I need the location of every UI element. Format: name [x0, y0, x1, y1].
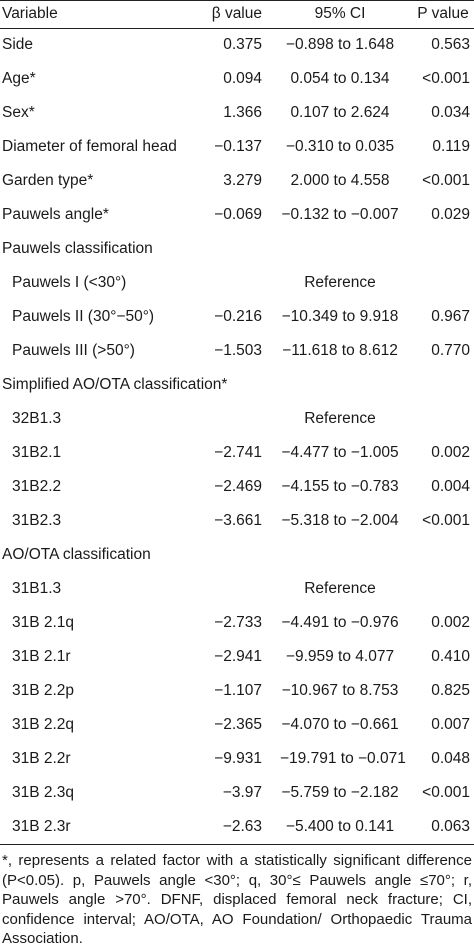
- reference-cell: Reference: [304, 580, 376, 597]
- row-label: 31B 2.1r: [12, 648, 71, 665]
- value-cell: 0.770: [431, 342, 470, 359]
- row-label: 31B2.1: [12, 444, 62, 461]
- section-heading: Pauwels classification: [2, 240, 153, 257]
- value-cell: <0.001: [422, 512, 470, 529]
- value-cell: 0.063: [431, 818, 470, 835]
- value-cell: −5.318 to −2.004: [281, 512, 399, 529]
- value-cell: 0.004: [431, 478, 470, 495]
- value-cell: 0.002: [431, 614, 470, 631]
- value-cell: −4.070 to −0.661: [281, 716, 399, 733]
- row-label: 31B 2.3q: [12, 784, 75, 801]
- value-cell: −4.491 to −0.976: [281, 614, 399, 631]
- value-cell: −2.741: [214, 444, 262, 461]
- value-cell: −0.132 to −0.007: [281, 206, 399, 223]
- footnote: *, represents a related factor with a st…: [2, 852, 472, 947]
- value-cell: −2.469: [214, 478, 262, 495]
- row-label: 31B 2.3r: [12, 818, 71, 835]
- value-cell: −9.931: [214, 750, 262, 767]
- value-cell: −5.400 to 0.141: [285, 818, 395, 835]
- value-cell: 0.375: [223, 36, 262, 53]
- reference-cell: Reference: [304, 410, 376, 427]
- row-label: 31B2.3: [12, 512, 62, 529]
- row-label: Sex*: [2, 104, 35, 121]
- section-heading: AO/OTA classification: [2, 546, 151, 563]
- row-label: 31B1.3: [12, 580, 62, 597]
- row-label: 32B1.3: [12, 410, 62, 427]
- value-cell: −0.216: [214, 308, 262, 325]
- value-cell: 0.048: [431, 750, 470, 767]
- value-cell: 0.107 to 2.624: [290, 104, 390, 121]
- value-cell: 0.002: [431, 444, 470, 461]
- value-cell: −2.63: [222, 818, 262, 835]
- row-label: Side: [2, 36, 34, 53]
- value-cell: −10.967 to 8.753: [281, 682, 399, 699]
- header-cell: β value: [211, 5, 262, 22]
- value-cell: 2.000 to 4.558: [290, 172, 390, 189]
- value-cell: −11.618 to 8.612: [282, 342, 398, 359]
- row-label: 31B 2.2p: [12, 682, 75, 699]
- value-cell: 1.366: [223, 104, 262, 121]
- value-cell: <0.001: [422, 172, 470, 189]
- value-cell: −2.733: [214, 614, 262, 631]
- value-cell: −0.310 to 0.035: [285, 138, 395, 155]
- reference-cell: Reference: [304, 274, 376, 291]
- value-cell: 0.410: [431, 648, 470, 665]
- header-cell: 95% CI: [314, 5, 366, 22]
- value-cell: 3.279: [223, 172, 262, 189]
- value-cell: −19.791 to −0.071: [280, 750, 406, 767]
- value-cell: −1.107: [214, 682, 262, 699]
- row-label: 31B2.2: [12, 478, 62, 495]
- value-cell: 0.029: [431, 206, 470, 223]
- row-label: Pauwels I (<30°): [12, 274, 127, 291]
- header-cell: Variable: [2, 5, 58, 22]
- value-cell: −4.155 to −0.783: [281, 478, 399, 495]
- value-cell: 0.967: [431, 308, 470, 325]
- bottom-rule: [0, 844, 474, 845]
- value-cell: −1.503: [214, 342, 262, 359]
- value-cell: 0.119: [432, 138, 470, 155]
- value-cell: −9.959 to 4.077: [285, 648, 395, 665]
- value-cell: <0.001: [422, 70, 470, 87]
- value-cell: −3.97: [222, 784, 262, 801]
- section-heading: Simplified AO/OTA classification*: [2, 376, 228, 393]
- value-cell: −0.069: [214, 206, 262, 223]
- row-label: Pauwels III (>50°): [12, 342, 135, 359]
- value-cell: −2.365: [214, 716, 262, 733]
- value-cell: −3.661: [214, 512, 262, 529]
- value-cell: −0.898 to 1.648: [285, 36, 395, 53]
- top-rule: [0, 0, 474, 1]
- value-cell: 0.563: [431, 36, 470, 53]
- value-cell: −5.759 to −2.182: [281, 784, 399, 801]
- header-cell: P value: [417, 5, 469, 22]
- value-cell: −10.349 to 9.918: [281, 308, 399, 325]
- row-label: 31B 2.1q: [12, 614, 75, 631]
- row-label: Diameter of femoral head: [2, 138, 177, 155]
- value-cell: 0.054 to 0.134: [290, 70, 390, 87]
- value-cell: <0.001: [422, 784, 470, 801]
- header-rule: [0, 28, 474, 29]
- value-cell: 0.825: [431, 682, 470, 699]
- value-cell: −2.941: [214, 648, 262, 665]
- row-label: 31B 2.2q: [12, 716, 75, 733]
- row-label: Age*: [2, 70, 36, 87]
- row-label: 31B 2.2r: [12, 750, 71, 767]
- value-cell: −4.477 to −1.005: [281, 444, 399, 461]
- row-label: Pauwels angle*: [2, 206, 109, 223]
- row-label: Garden type*: [2, 172, 94, 189]
- row-label: Pauwels II (30°−50°): [12, 308, 155, 325]
- value-cell: 0.034: [431, 104, 470, 121]
- value-cell: 0.007: [431, 716, 470, 733]
- value-cell: −0.137: [214, 138, 262, 155]
- value-cell: 0.094: [223, 70, 262, 87]
